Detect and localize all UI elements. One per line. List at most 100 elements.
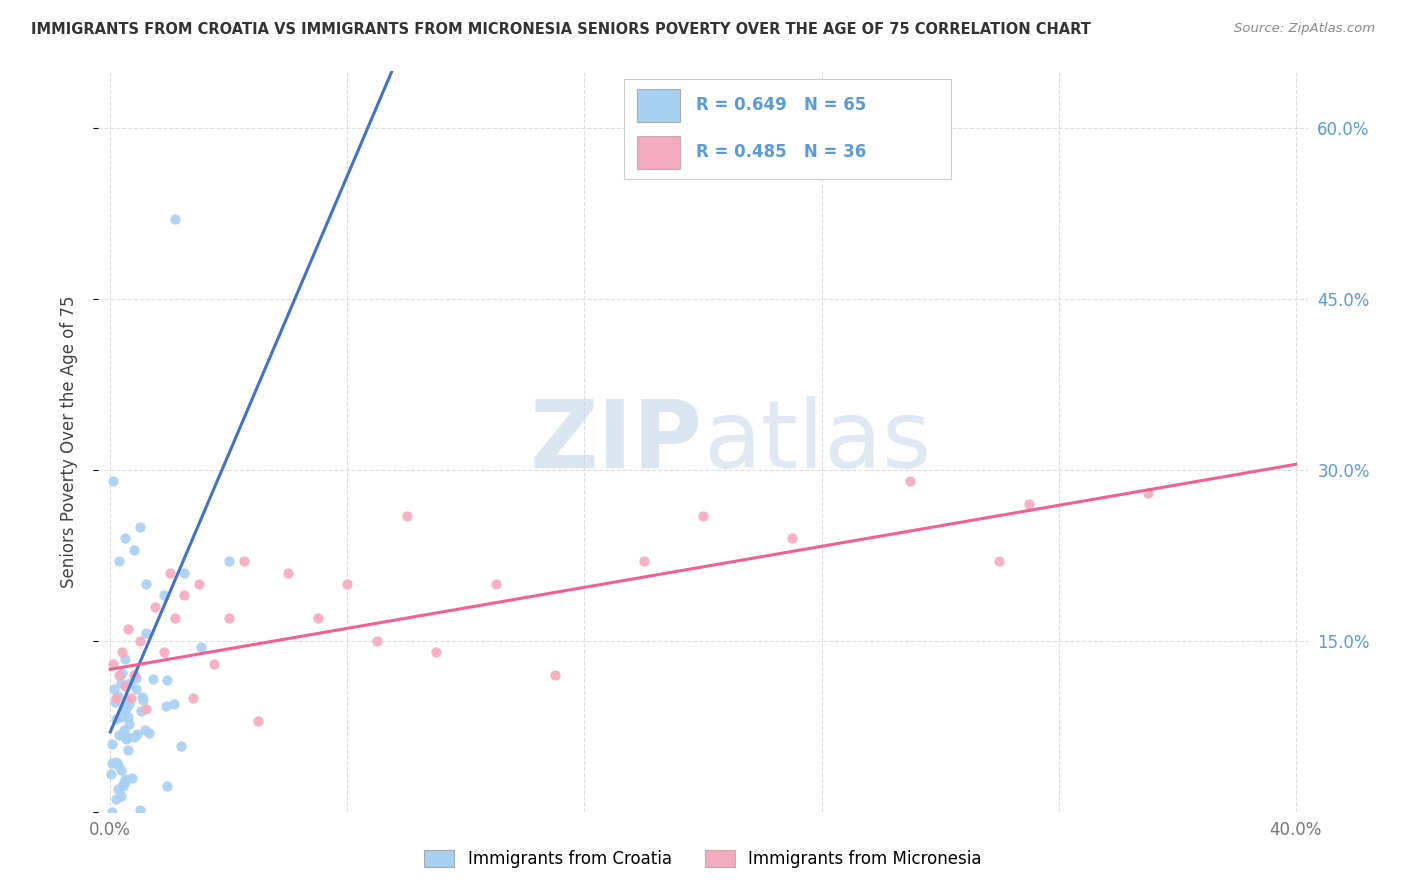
Point bbox=[114, 774, 136, 789]
Point bbox=[155, 698, 177, 713]
Point bbox=[114, 652, 136, 666]
Point bbox=[117, 742, 139, 756]
Point bbox=[104, 756, 127, 770]
Point bbox=[122, 730, 145, 744]
Point bbox=[395, 508, 418, 523]
Point bbox=[132, 693, 155, 707]
Point bbox=[247, 714, 270, 728]
Point bbox=[165, 212, 187, 227]
Y-axis label: Seniors Poverty Over the Age of 75: Seniors Poverty Over the Age of 75 bbox=[59, 295, 77, 588]
Point bbox=[108, 668, 131, 682]
Point bbox=[780, 532, 803, 546]
Point bbox=[202, 657, 225, 671]
Point bbox=[107, 689, 129, 703]
Point bbox=[129, 520, 152, 534]
Point bbox=[107, 781, 129, 796]
Point bbox=[120, 676, 142, 690]
Point bbox=[425, 645, 447, 659]
Point bbox=[692, 508, 714, 523]
Point bbox=[110, 789, 132, 804]
Point bbox=[118, 698, 141, 712]
Point bbox=[101, 805, 124, 819]
Point bbox=[115, 693, 138, 707]
Point bbox=[110, 763, 132, 777]
Point bbox=[122, 542, 145, 557]
Point bbox=[124, 681, 146, 696]
Point bbox=[173, 566, 195, 580]
Point bbox=[122, 668, 145, 682]
Point bbox=[156, 673, 179, 687]
Point bbox=[117, 623, 139, 637]
Point bbox=[117, 710, 139, 724]
Point bbox=[188, 577, 211, 591]
Point bbox=[181, 690, 204, 705]
Text: atlas: atlas bbox=[703, 395, 931, 488]
Point bbox=[108, 554, 131, 568]
Point bbox=[104, 792, 127, 806]
Point bbox=[173, 588, 195, 602]
Point bbox=[114, 731, 136, 746]
Point bbox=[366, 633, 388, 648]
Point bbox=[135, 702, 157, 716]
Point bbox=[129, 633, 152, 648]
Point bbox=[103, 657, 125, 671]
Point bbox=[105, 713, 128, 727]
Point bbox=[190, 640, 212, 654]
Point bbox=[107, 757, 129, 772]
Point bbox=[159, 566, 181, 580]
Point bbox=[111, 665, 134, 680]
Point bbox=[127, 727, 149, 741]
Point bbox=[114, 704, 136, 718]
Point bbox=[103, 682, 125, 697]
Point bbox=[115, 701, 138, 715]
Point bbox=[218, 554, 240, 568]
Point bbox=[112, 723, 135, 737]
Point bbox=[117, 717, 139, 731]
Point bbox=[101, 756, 124, 770]
Point bbox=[152, 645, 174, 659]
Point bbox=[129, 704, 152, 718]
Point bbox=[135, 626, 157, 640]
Point bbox=[156, 779, 179, 793]
Point bbox=[125, 671, 148, 685]
Point bbox=[165, 611, 187, 625]
Text: ZIP: ZIP bbox=[530, 395, 703, 488]
Point bbox=[120, 690, 142, 705]
Point bbox=[134, 723, 156, 737]
Point bbox=[111, 645, 134, 659]
Legend: Immigrants from Croatia, Immigrants from Micronesia: Immigrants from Croatia, Immigrants from… bbox=[418, 843, 988, 875]
Point bbox=[105, 690, 128, 705]
Point bbox=[484, 577, 506, 591]
Point bbox=[104, 695, 127, 709]
Point bbox=[138, 726, 160, 740]
Point bbox=[1136, 485, 1159, 500]
Point bbox=[900, 475, 922, 489]
Point bbox=[544, 668, 567, 682]
Point bbox=[100, 767, 122, 781]
Point bbox=[101, 737, 124, 751]
Point bbox=[110, 710, 132, 724]
Point bbox=[163, 697, 186, 711]
Point bbox=[232, 554, 254, 568]
Point bbox=[121, 771, 143, 785]
Point bbox=[108, 728, 131, 742]
Point bbox=[336, 577, 359, 591]
Point bbox=[988, 554, 1011, 568]
Point bbox=[103, 475, 125, 489]
Point bbox=[170, 739, 193, 753]
Point bbox=[112, 702, 135, 716]
Point bbox=[307, 611, 329, 625]
Point bbox=[218, 611, 240, 625]
Point bbox=[152, 588, 174, 602]
Point bbox=[131, 690, 153, 704]
Point bbox=[111, 779, 134, 793]
Point bbox=[1018, 497, 1040, 511]
Point bbox=[277, 566, 299, 580]
Point bbox=[143, 599, 166, 614]
Point bbox=[115, 730, 138, 744]
Point bbox=[110, 675, 132, 690]
Point bbox=[633, 554, 655, 568]
Point bbox=[112, 777, 135, 791]
Point bbox=[135, 577, 157, 591]
Point bbox=[114, 772, 136, 787]
